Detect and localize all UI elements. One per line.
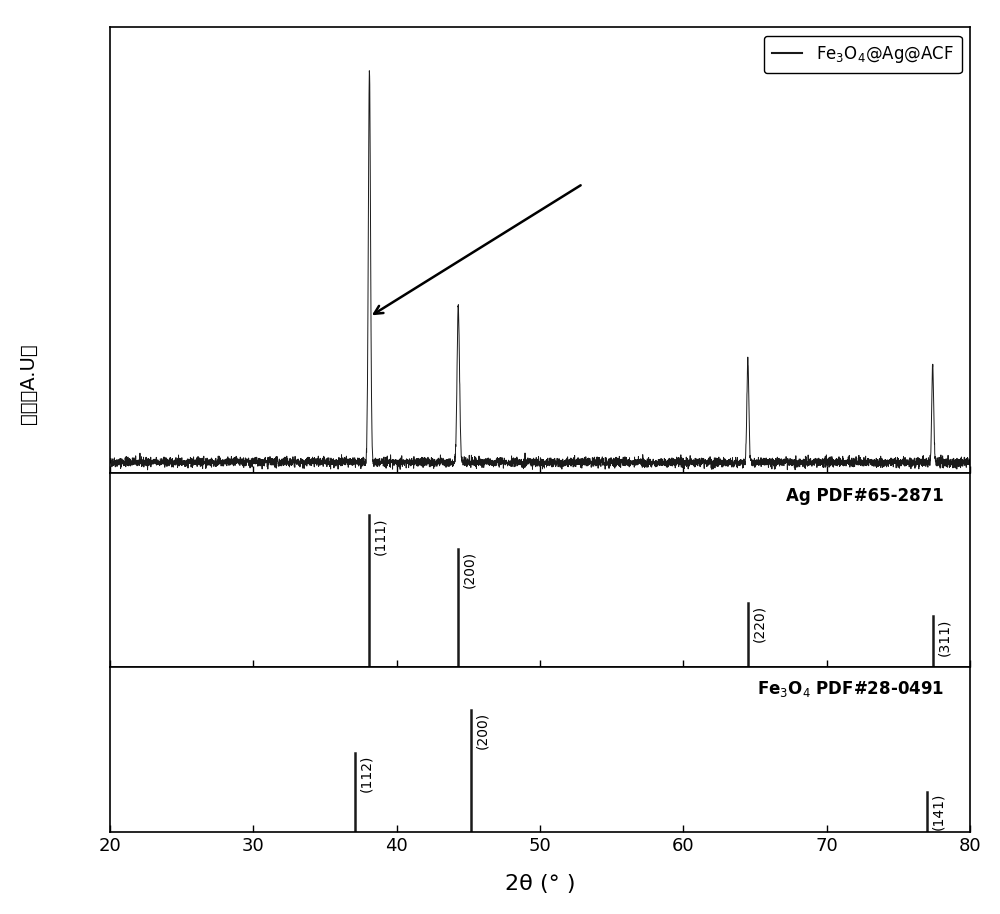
- Text: (220): (220): [752, 605, 766, 642]
- Text: (200): (200): [476, 711, 490, 749]
- Text: (200): (200): [463, 551, 477, 588]
- Text: (311): (311): [937, 618, 951, 655]
- Legend: Fe$_3$O$_4$@Ag@ACF: Fe$_3$O$_4$@Ag@ACF: [764, 36, 962, 73]
- Text: (111): (111): [374, 517, 388, 555]
- Text: Ag PDF#65-2871: Ag PDF#65-2871: [786, 487, 944, 505]
- Text: Fe$_3$O$_4$ PDF#28-0491: Fe$_3$O$_4$ PDF#28-0491: [757, 678, 944, 698]
- Text: (112): (112): [359, 754, 373, 792]
- Text: 强度（A.U）: 强度（A.U）: [18, 344, 38, 424]
- Text: 2θ (° ): 2θ (° ): [505, 874, 575, 894]
- Text: (141): (141): [931, 793, 945, 831]
